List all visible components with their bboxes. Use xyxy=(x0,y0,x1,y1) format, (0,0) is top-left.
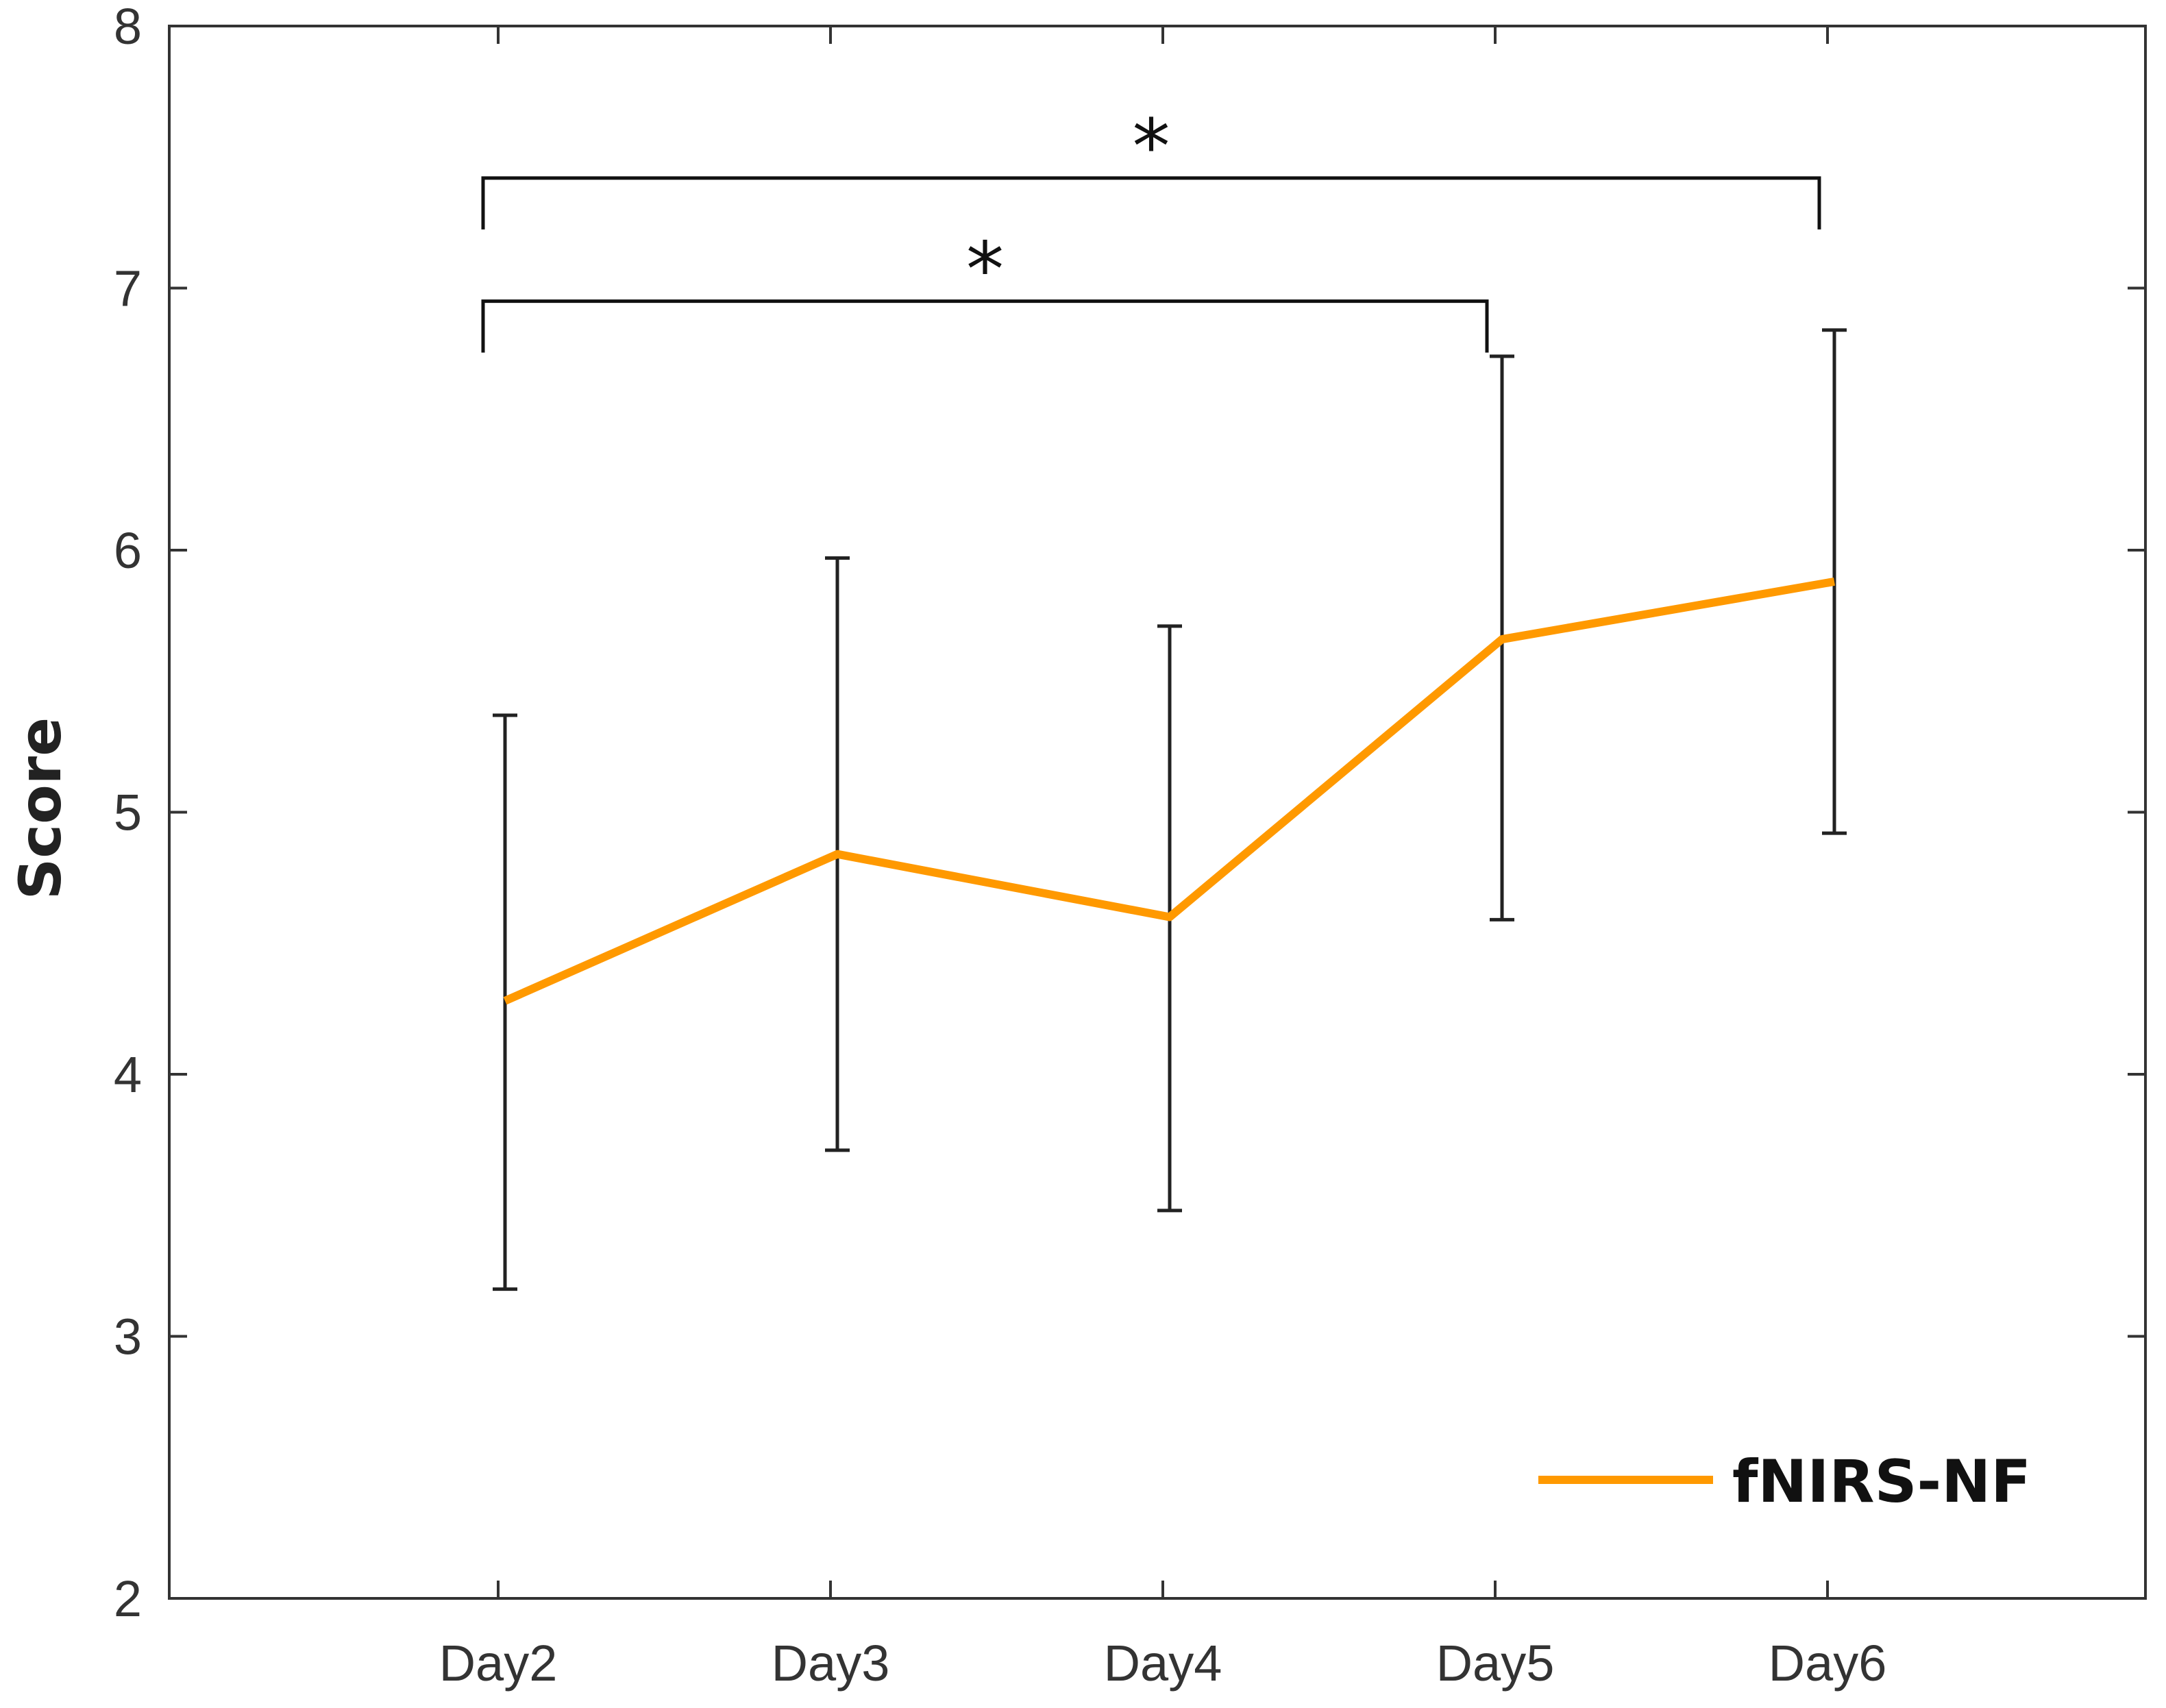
x-tick-label-Day4: Day4 xyxy=(1104,1635,1222,1692)
y-tick-label-7: 7 xyxy=(114,260,142,317)
x-tick-label-Day5: Day5 xyxy=(1436,1635,1555,1692)
x-tick-label-Day2: Day2 xyxy=(439,1635,558,1692)
y-tick-label-8: 8 xyxy=(114,0,142,55)
y-tick-label-4: 4 xyxy=(114,1046,142,1103)
significance-group: ** xyxy=(481,103,1821,353)
significance-star-Day2-Day6: * xyxy=(1133,103,1170,190)
plot-frame xyxy=(168,25,2147,1600)
legend-label-fNIRS-NF: fNIRS-NF xyxy=(1732,1448,2031,1516)
x-tick-label-Day6: Day6 xyxy=(1769,1635,1887,1692)
series-group xyxy=(503,577,1836,1005)
legend: fNIRS-NF xyxy=(1538,1448,2031,1516)
y-axis-title: Score xyxy=(7,717,74,900)
y-tick-label-5: 5 xyxy=(114,784,142,841)
significance-star-Day2-Day5: * xyxy=(966,226,1004,314)
y-tick-label-6: 6 xyxy=(114,522,142,579)
x-tick-label-Day3: Day3 xyxy=(772,1635,890,1692)
y-tick-label-3: 3 xyxy=(114,1309,142,1365)
y-tick-label-2: 2 xyxy=(114,1570,142,1627)
error-bar-group xyxy=(493,328,1847,1291)
significance-bracket-Day2-Day5 xyxy=(481,299,1489,353)
series-line-fNIRS-NF xyxy=(503,577,1836,1005)
tick-group: 2 3 4 5 6 7 8 Day2 Day3 Day4 Day5 Day6 xyxy=(114,0,2145,1692)
significance-bracket-Day2-Day6 xyxy=(481,176,1821,230)
axes-group xyxy=(168,25,2147,1600)
